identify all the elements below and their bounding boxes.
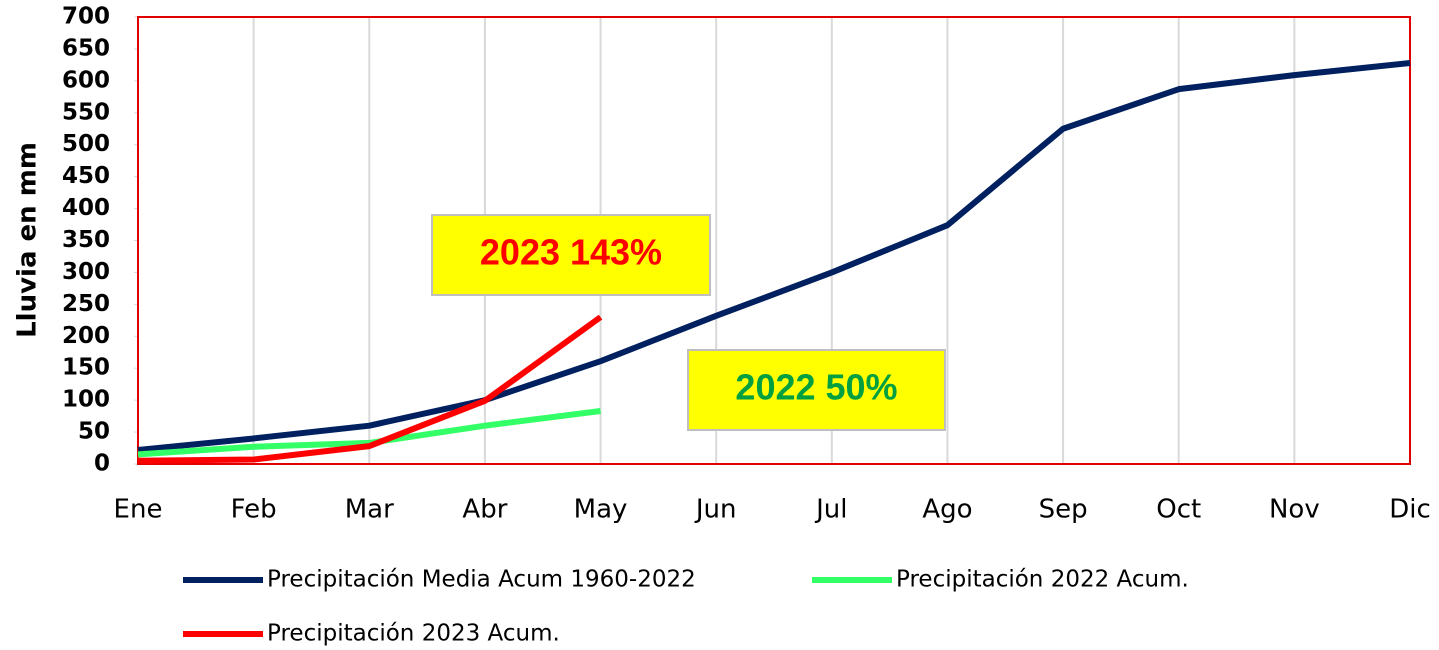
y-tick-label: 500	[62, 131, 110, 157]
x-tick-label: Jul	[814, 495, 847, 525]
x-tick-label: Sep	[1039, 495, 1088, 525]
x-tick-label: Mar	[345, 495, 394, 525]
x-tick-label: Ene	[114, 495, 163, 525]
y-tick-label: 350	[62, 227, 110, 253]
x-tick-label: Dic	[1389, 495, 1431, 525]
legend-label: Precipitación 2023 Acum.	[267, 621, 560, 647]
annotation-text: 2023 143%	[480, 232, 662, 273]
y-tick-label: 550	[62, 99, 110, 125]
y-tick-label: 400	[62, 195, 110, 221]
y-tick-label: 200	[62, 323, 110, 349]
annotation-box	[431, 214, 711, 296]
y-tick-label: 100	[62, 387, 110, 413]
annotation-text: 2022 50%	[735, 367, 897, 408]
x-tick-label: Abr	[462, 495, 507, 525]
y-tick-label: 450	[62, 163, 110, 189]
y-tick-label: 150	[62, 355, 110, 381]
x-tick-label: Oct	[1156, 495, 1201, 525]
y-tick-label: 250	[62, 291, 110, 317]
series-line	[137, 314, 603, 464]
x-tick-label: Ago	[922, 495, 972, 525]
legend-label: Precipitación Media Acum 1960-2022	[267, 567, 696, 593]
y-tick-label: 600	[62, 67, 110, 93]
plot-border	[137, 16, 1411, 465]
x-tick-label: Feb	[231, 495, 277, 525]
y-tick-label: 50	[78, 419, 110, 445]
series-line	[137, 59, 1411, 453]
legend-label: Precipitación 2022 Acum.	[896, 567, 1189, 593]
y-tick-label: 650	[62, 35, 110, 61]
y-axis-label: Lluvia en mm	[13, 142, 43, 338]
y-tick-label: 300	[62, 259, 110, 285]
x-tick-label: Nov	[1269, 495, 1320, 525]
y-tick-label: 700	[62, 4, 110, 30]
y-tick-label: 0	[94, 451, 110, 477]
x-tick-label: May	[574, 495, 628, 525]
annotation-box	[687, 349, 946, 431]
x-tick-label: Jun	[694, 495, 737, 525]
